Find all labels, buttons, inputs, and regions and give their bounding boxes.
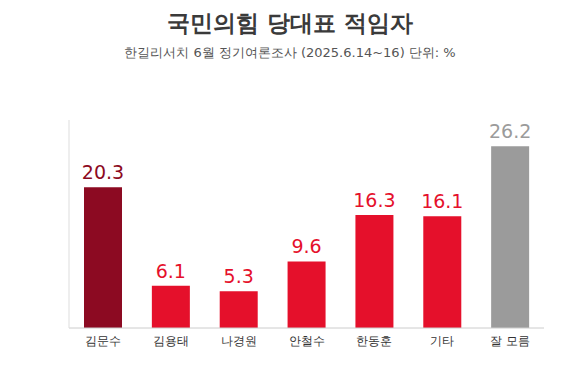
- svg-text:16.1: 16.1: [421, 190, 463, 212]
- svg-text:16.3: 16.3: [353, 189, 395, 211]
- svg-text:기타: 기타: [430, 334, 454, 348]
- svg-text:김용태: 김용태: [153, 334, 189, 348]
- svg-text:안철수: 안철수: [289, 334, 325, 348]
- svg-text:20.3: 20.3: [82, 161, 124, 183]
- svg-text:김문수: 김문수: [85, 334, 121, 348]
- html-text:국민의힘 당대표 적임자: 국민의힘 당대표 적임자: [167, 10, 413, 36]
- svg-text:잘 모름: 잘 모름: [490, 334, 530, 348]
- svg-text:6.1: 6.1: [156, 260, 186, 282]
- svg-text:9.6: 9.6: [291, 235, 321, 257]
- svg-text:26.2: 26.2: [489, 120, 531, 142]
- html-text:한길리서치 6월 정기여론조사 (2025.6.14~16): 한길리서치 6월 정기여론조사 (2025.6.14~16) 단위: %: [124, 45, 456, 60]
- svg-text:나경원: 나경원: [221, 334, 257, 348]
- svg-text:한동훈: 한동훈: [356, 334, 392, 348]
- svg-text:5.3: 5.3: [224, 265, 254, 287]
